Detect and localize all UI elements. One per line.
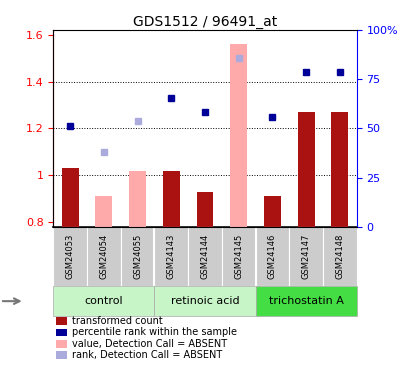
Bar xyxy=(322,227,356,286)
Bar xyxy=(56,340,67,348)
Bar xyxy=(56,317,67,325)
Bar xyxy=(120,227,154,286)
Title: GDS1512 / 96491_at: GDS1512 / 96491_at xyxy=(133,15,276,29)
Bar xyxy=(196,192,213,227)
Bar xyxy=(255,227,289,286)
Text: control: control xyxy=(84,296,123,306)
Text: GSM24148: GSM24148 xyxy=(335,234,344,279)
Bar xyxy=(330,112,347,227)
Bar xyxy=(263,196,280,227)
Text: GSM24143: GSM24143 xyxy=(166,234,175,279)
Bar xyxy=(56,328,67,336)
Text: trichostatin A: trichostatin A xyxy=(268,296,343,306)
Text: GSM24147: GSM24147 xyxy=(301,234,310,279)
Text: GSM24054: GSM24054 xyxy=(99,234,108,279)
Bar xyxy=(53,227,87,286)
Text: GSM24145: GSM24145 xyxy=(234,234,243,279)
Bar xyxy=(297,112,314,227)
Bar xyxy=(162,171,179,227)
Bar xyxy=(87,227,120,286)
Bar xyxy=(289,227,322,286)
Bar xyxy=(62,168,79,227)
Text: percentile rank within the sample: percentile rank within the sample xyxy=(71,327,236,338)
Bar xyxy=(230,44,247,227)
Text: rank, Detection Call = ABSENT: rank, Detection Call = ABSENT xyxy=(71,350,221,360)
Bar xyxy=(129,171,146,227)
Bar xyxy=(154,286,255,316)
Text: value, Detection Call = ABSENT: value, Detection Call = ABSENT xyxy=(71,339,226,349)
Text: GSM24146: GSM24146 xyxy=(267,234,276,279)
Bar xyxy=(221,227,255,286)
Bar xyxy=(53,286,154,316)
Text: GSM24144: GSM24144 xyxy=(200,234,209,279)
Bar xyxy=(56,351,67,359)
Bar xyxy=(255,286,356,316)
Text: GSM24053: GSM24053 xyxy=(65,234,74,279)
Text: retinoic acid: retinoic acid xyxy=(170,296,239,306)
Text: transformed count: transformed count xyxy=(71,316,162,326)
Bar xyxy=(188,227,221,286)
Text: GSM24055: GSM24055 xyxy=(133,234,142,279)
Bar xyxy=(154,227,188,286)
Bar xyxy=(95,196,112,227)
